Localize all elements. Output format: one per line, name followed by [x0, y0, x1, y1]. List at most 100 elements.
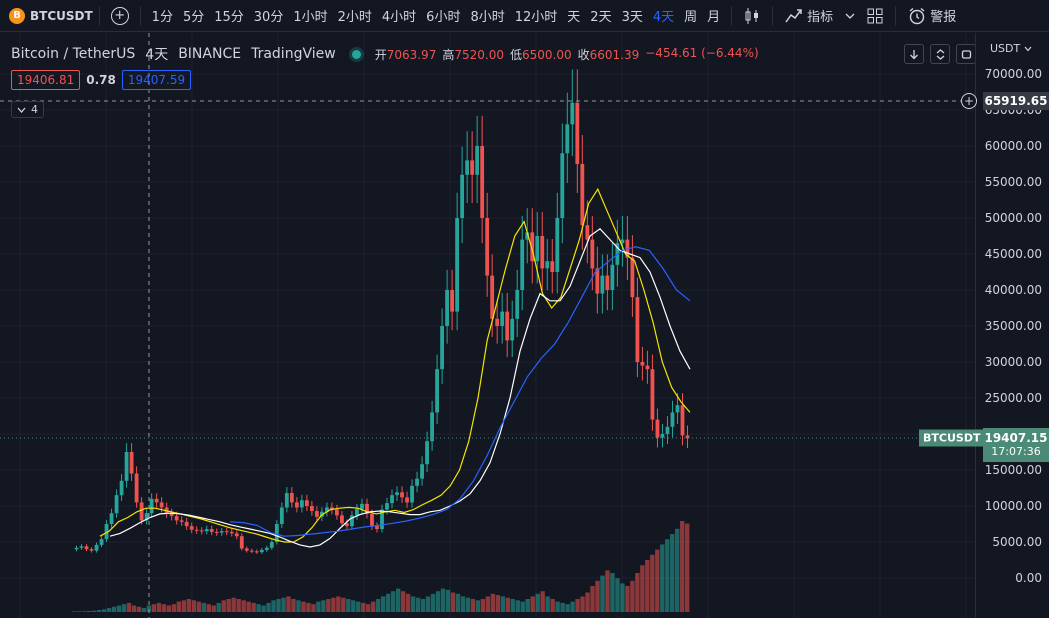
- volume-bar: [470, 599, 476, 612]
- scroll-down-arrow-icon[interactable]: [904, 44, 924, 64]
- interval-5分[interactable]: 5分: [182, 10, 205, 25]
- candle-body: [595, 268, 600, 294]
- volume-bar: [181, 600, 187, 612]
- volume-bar: [176, 601, 182, 612]
- layout-grid-icon[interactable]: [861, 8, 889, 24]
- candle-body: [635, 297, 640, 362]
- price-tick: 35000.00: [984, 319, 1042, 333]
- volume-bar: [246, 601, 251, 612]
- sell-button[interactable]: 19406.81: [11, 70, 81, 90]
- candle-body: [355, 508, 359, 516]
- volume-bar: [675, 528, 680, 612]
- interval-6小时[interactable]: 6小时: [426, 10, 461, 25]
- alerts-button[interactable]: 警报: [902, 6, 962, 25]
- volume-bar: [555, 601, 560, 612]
- volume-bar: [141, 608, 147, 612]
- symbol-search[interactable]: B BTCUSDT: [0, 0, 93, 31]
- candle-body: [670, 412, 675, 427]
- bitcoin-logo-icon: B: [9, 7, 25, 24]
- market-status-dot-icon[interactable]: [351, 49, 361, 59]
- candle-body: [540, 236, 545, 269]
- candle-body: [370, 513, 374, 527]
- candle-body: [224, 531, 229, 533]
- candle-body: [169, 513, 174, 517]
- interval-2天[interactable]: 2天: [590, 10, 612, 25]
- volume-bar: [261, 605, 266, 612]
- interval-1小时[interactable]: 1小时: [293, 10, 328, 25]
- candle-body: [279, 507, 284, 524]
- candle-body: [199, 530, 204, 532]
- candle-body: [89, 549, 94, 551]
- candle-body: [405, 497, 409, 503]
- volume-bar: [161, 604, 167, 612]
- candle-body: [440, 326, 445, 370]
- volume-bar: [366, 604, 371, 612]
- volume-bar: [116, 605, 122, 612]
- candle-type-icon[interactable]: [738, 7, 766, 25]
- volume-bar: [76, 611, 82, 612]
- candle-body: [204, 529, 209, 532]
- indicators-collapse-toggle[interactable]: 4: [11, 101, 44, 118]
- candle-body: [74, 547, 79, 550]
- volume-bar: [510, 599, 515, 612]
- candle-body: [550, 261, 555, 272]
- candle-body: [520, 239, 525, 290]
- volume-bar: [196, 601, 201, 612]
- chart-legend: Bitcoin / TetherUS 4天 BINANCE TradingVie…: [11, 44, 759, 64]
- interval-30分[interactable]: 30分: [253, 10, 284, 25]
- interval-3天[interactable]: 3天: [621, 10, 643, 25]
- high-value: 7520.00: [454, 47, 504, 62]
- interval-15分[interactable]: 15分: [214, 10, 244, 25]
- candle-body: [640, 362, 645, 366]
- price-axis[interactable]: USDT 70000.00 65000.00 60000.00 55000.00 500…: [975, 33, 1049, 618]
- indicators-chevron-down-icon[interactable]: [839, 12, 861, 20]
- candle-body: [184, 521, 189, 527]
- candle-body: [410, 485, 414, 503]
- price-tick: 45000.00: [984, 247, 1042, 261]
- add-alert-plus-icon[interactable]: +: [961, 93, 977, 109]
- price-tick: 70000.00: [984, 67, 1042, 81]
- volume-bar: [226, 599, 231, 612]
- fullscreen-icon[interactable]: [956, 44, 976, 64]
- interval-1分[interactable]: 1分: [151, 10, 173, 25]
- price-chart-canvas[interactable]: [0, 33, 975, 618]
- volume-bar: [550, 599, 555, 612]
- interval-4小时[interactable]: 4小时: [381, 10, 417, 25]
- candle-body: [500, 311, 505, 326]
- interval-2小时[interactable]: 2小时: [337, 10, 372, 25]
- candle-body: [570, 102, 575, 125]
- price-tick: 50000.00: [984, 211, 1042, 225]
- candle-body: [264, 547, 269, 550]
- legend-interval: 4天: [145, 47, 169, 63]
- interval-周[interactable]: 周: [684, 10, 698, 25]
- candle-body: [254, 551, 259, 553]
- candle-body: [84, 546, 89, 550]
- candle-body: [294, 502, 299, 508]
- candle-body: [590, 239, 595, 269]
- chart-controls: [904, 44, 976, 64]
- volume-bar: [440, 588, 446, 612]
- compare-symbol-plus-icon[interactable]: +: [110, 6, 129, 25]
- legend-pair: Bitcoin / TetherUS: [11, 46, 136, 62]
- indicators-button[interactable]: 指标: [779, 6, 839, 25]
- volume-bar: [425, 596, 431, 612]
- interval-天[interactable]: 天: [567, 10, 581, 25]
- interval-4天[interactable]: 4天: [652, 10, 675, 25]
- candle-body: [490, 275, 495, 319]
- ma-line-white: [109, 228, 691, 548]
- candle-body: [515, 290, 520, 319]
- low-label: 低: [509, 47, 522, 62]
- interval-8小时[interactable]: 8小时: [470, 10, 505, 25]
- currency-selector[interactable]: USDT: [990, 42, 1032, 55]
- candle-body: [530, 232, 535, 262]
- interval-12小时[interactable]: 12小时: [514, 10, 558, 25]
- interval-月[interactable]: 月: [707, 10, 721, 25]
- volume-bar: [585, 592, 590, 612]
- high-label: 高: [442, 47, 455, 62]
- low-value: 6500.00: [521, 47, 572, 62]
- volume-bar: [565, 604, 570, 612]
- volume-bar: [276, 599, 281, 612]
- expand-icon[interactable]: [930, 44, 950, 64]
- volume-bar: [655, 549, 660, 612]
- buy-button[interactable]: 19407.59: [121, 70, 192, 90]
